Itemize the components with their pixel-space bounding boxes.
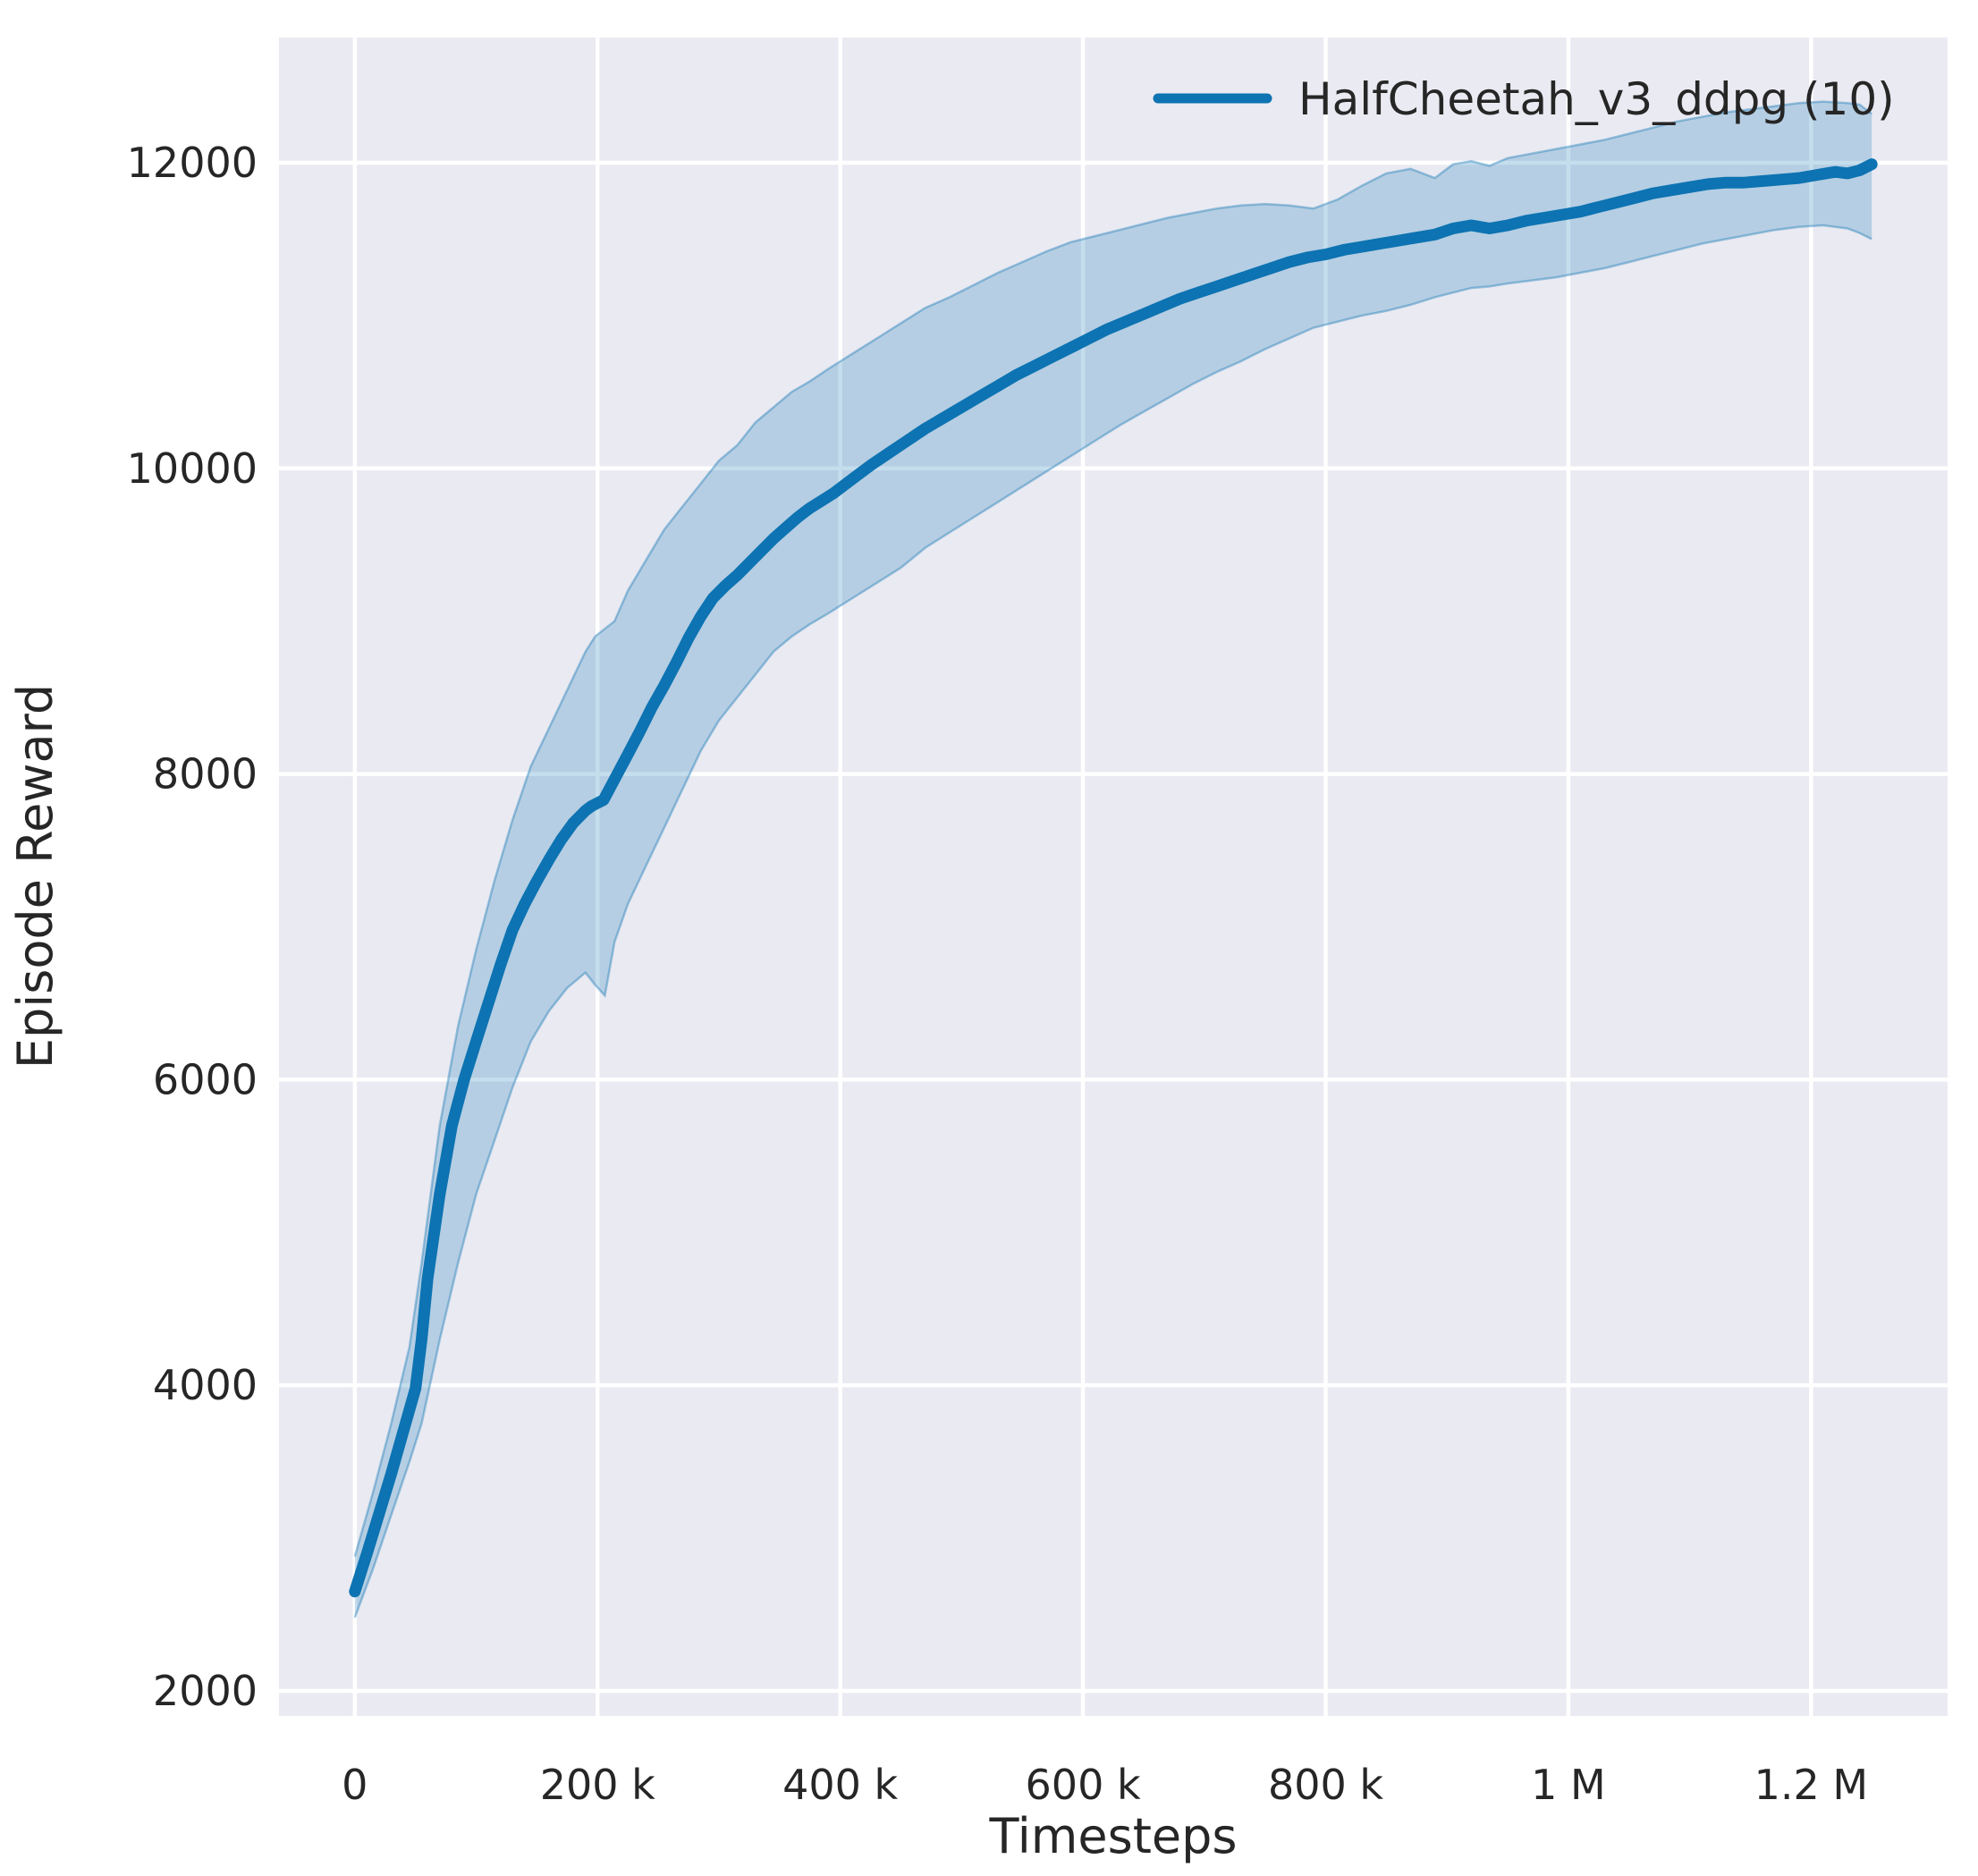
y-axis-label: Episode Reward	[7, 684, 63, 1069]
confidence-band	[354, 101, 1872, 1618]
plot-area	[279, 38, 1948, 1716]
x-tick-label: 600 k	[1026, 1761, 1141, 1809]
y-tick-label: 8000	[153, 750, 258, 799]
y-tick-label: 4000	[153, 1361, 258, 1409]
legend-label: HalfCheetah_v3_ddpg (10)	[1298, 73, 1895, 125]
x-tick-label: 200 k	[540, 1761, 655, 1809]
x-axis-label: Timesteps	[988, 1808, 1237, 1864]
y-tick-label: 12000	[127, 139, 258, 187]
x-tick-label: 400 k	[782, 1761, 898, 1809]
confidence-band-upper-edge	[353, 100, 1872, 1557]
x-tick-label: 1 M	[1531, 1761, 1606, 1809]
y-tick-label: 2000	[153, 1667, 258, 1715]
x-tick-labels: 0 200 k 400 k 600 k 800 k 1 M 1.2 M	[342, 1761, 1868, 1809]
gridlines	[279, 38, 1948, 1716]
x-tick-label: 0	[342, 1761, 368, 1809]
x-tick-label: 800 k	[1268, 1761, 1383, 1809]
y-tick-labels: 2000 4000 6000 8000 10000 12000	[127, 139, 258, 1715]
y-tick-label: 6000	[153, 1055, 258, 1103]
confidence-band-lower-edge	[353, 224, 1872, 1618]
legend: HalfCheetah_v3_ddpg (10)	[1153, 73, 1895, 125]
mean-reward-line	[349, 158, 1878, 1598]
y-tick-label: 10000	[127, 444, 258, 493]
x-tick-label: 1.2 M	[1754, 1761, 1868, 1809]
